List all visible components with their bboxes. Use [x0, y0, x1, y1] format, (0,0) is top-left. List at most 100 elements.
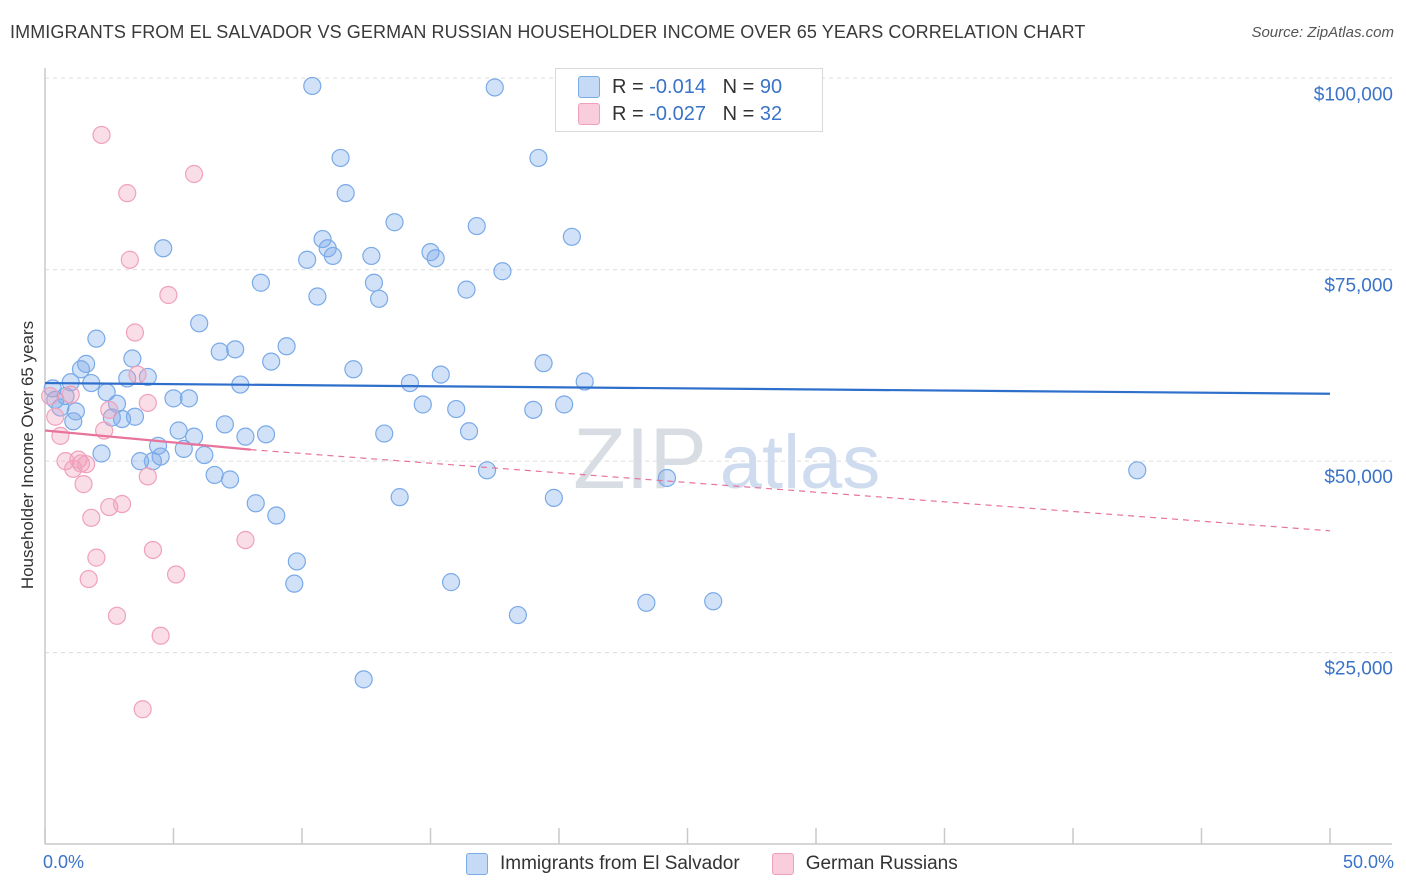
point-el-salvador — [164, 389, 183, 408]
point-el-salvador — [344, 360, 363, 379]
x-axis-min-label: 0.0% — [43, 852, 85, 872]
point-el-salvador — [267, 506, 286, 525]
legend-r-value: -0.014 — [649, 75, 706, 98]
legend-item-german-russians: German Russians — [771, 853, 958, 875]
legend-label: German Russians — [805, 853, 958, 874]
watermark: ZIP atlas — [573, 411, 880, 507]
point-el-salvador — [277, 337, 296, 356]
trend-line-german-russians — [44, 429, 251, 451]
point-el-salvador — [400, 373, 420, 393]
point-el-salvador — [354, 670, 373, 689]
point-el-salvador — [441, 573, 461, 592]
point-el-salvador — [657, 468, 677, 488]
correlation-legend: R = -0.014 N = 90 R = -0.027 N = 32 — [555, 68, 823, 132]
data-points — [41, 76, 1147, 719]
legend-item-el-salvador: Immigrants from El Salvador — [466, 853, 740, 875]
point-el-salvador — [123, 349, 142, 368]
point-el-salvador — [285, 574, 304, 593]
point-el-salvador — [298, 250, 317, 269]
point-german-russians — [138, 393, 157, 413]
y-tick-label: $25,000 — [1324, 659, 1393, 680]
legend-r-label: R = — [612, 75, 644, 98]
point-el-salvador — [1128, 461, 1147, 480]
point-german-russians — [61, 385, 80, 404]
point-german-russians — [87, 548, 106, 567]
point-el-salvador — [92, 444, 111, 463]
point-german-russians — [128, 365, 147, 384]
point-el-salvador — [130, 452, 150, 471]
point-el-salvador — [704, 592, 723, 611]
point-el-salvador — [562, 227, 581, 246]
point-german-russians — [92, 125, 111, 145]
point-el-salvador — [364, 273, 384, 292]
point-el-salvador — [413, 395, 432, 414]
point-german-russians — [79, 569, 98, 589]
point-el-salvador — [637, 593, 656, 612]
point-german-russians — [125, 323, 145, 342]
point-el-salvador — [303, 76, 322, 96]
point-el-salvador — [524, 400, 543, 419]
y-tick-label: $100,000 — [1314, 84, 1393, 105]
point-el-salvador — [575, 372, 594, 391]
point-german-russians — [77, 455, 96, 474]
point-el-salvador — [313, 229, 332, 249]
point-el-salvador — [246, 494, 265, 513]
point-german-russians — [100, 400, 119, 419]
legend-swatch — [771, 853, 794, 875]
point-el-salvador — [390, 488, 409, 507]
point-el-salvador — [226, 340, 245, 359]
legend-swatch-el-salvador — [578, 76, 600, 98]
point-el-salvador — [308, 287, 327, 306]
point-el-salvador — [370, 289, 389, 308]
point-german-russians — [71, 454, 91, 473]
point-el-salvador — [220, 470, 240, 489]
point-el-salvador — [66, 402, 85, 421]
point-el-salvador — [447, 399, 466, 419]
point-el-salvador — [508, 605, 527, 625]
x-axis-max-label: 50.0% — [1342, 852, 1394, 872]
point-german-russians — [184, 164, 204, 184]
point-el-salvador — [236, 427, 255, 446]
point-el-salvador — [534, 354, 553, 373]
legend-label: Immigrants from El Salvador — [500, 853, 740, 874]
point-el-salvador — [190, 314, 209, 333]
point-el-salvador — [555, 395, 574, 414]
point-el-salvador — [467, 216, 486, 236]
point-el-salvador — [544, 488, 563, 507]
point-el-salvador — [251, 273, 270, 292]
point-el-salvador — [71, 360, 91, 379]
point-german-russians — [100, 497, 119, 517]
legend-n-label: N = — [722, 102, 755, 125]
series-legend: Immigrants from El Salvador German Russi… — [466, 850, 990, 878]
point-german-russians — [74, 475, 93, 494]
point-german-russians — [133, 700, 152, 719]
point-german-russians — [107, 606, 127, 625]
y-tick-labels: $100,000 $75,000 $50,000 $25,000 — [1314, 84, 1393, 679]
point-german-russians — [138, 467, 157, 486]
legend-row-el-salvador: R = -0.014 N = 90 — [578, 75, 782, 99]
legend-r-label: R = — [612, 102, 644, 125]
point-el-salvador — [262, 352, 281, 371]
legend-n-label: N = — [722, 75, 755, 98]
point-el-salvador — [385, 213, 404, 232]
watermark-zip: ZIP — [573, 411, 707, 507]
point-el-salvador — [336, 184, 355, 203]
trend-line-german-russians-extension — [250, 449, 1331, 532]
point-el-salvador — [493, 262, 512, 281]
chart-source: Source: ZipAtlas.com — [1251, 24, 1394, 41]
point-german-russians — [118, 184, 137, 203]
legend-swatch — [466, 853, 488, 875]
point-german-russians — [151, 626, 170, 645]
point-german-russians — [82, 508, 101, 527]
legend-row-german-russians: R = -0.027 N = 32 — [578, 102, 782, 126]
point-el-salvador — [477, 461, 497, 480]
point-el-salvador — [459, 422, 479, 441]
point-el-salvador — [375, 424, 394, 443]
y-tick-label: $50,000 — [1324, 467, 1393, 488]
point-el-salvador — [51, 398, 70, 417]
point-el-salvador — [431, 365, 450, 384]
point-german-russians — [51, 426, 70, 445]
legend-n-value: 90 — [759, 75, 783, 98]
point-el-salvador — [426, 249, 445, 268]
